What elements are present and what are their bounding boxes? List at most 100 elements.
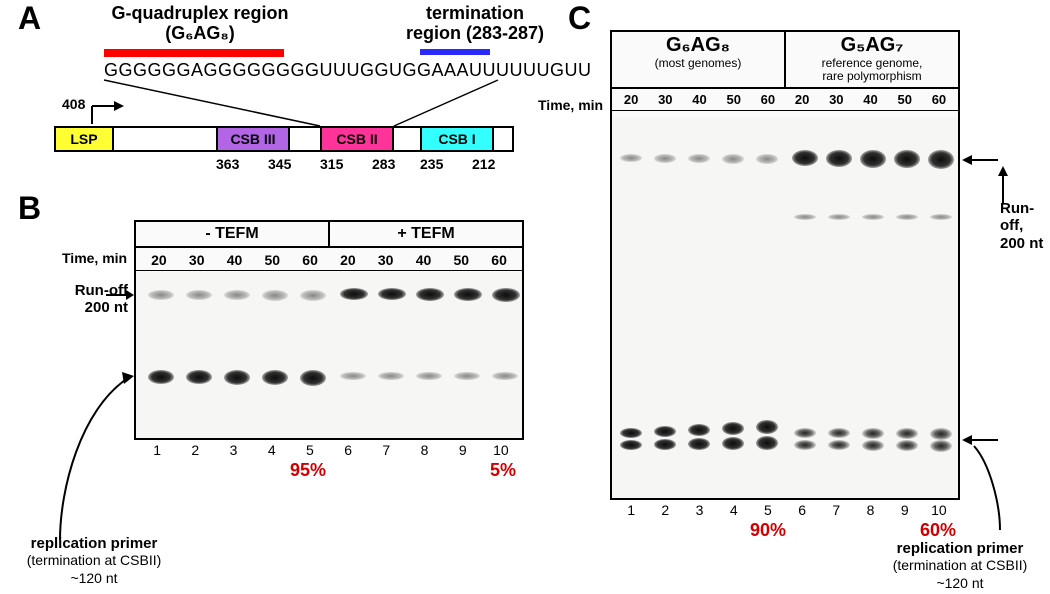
b-l5: 5 xyxy=(291,442,329,458)
csb3-left-coord: 363 xyxy=(216,156,239,172)
c-band xyxy=(756,420,778,434)
c-l5: 5 xyxy=(751,502,785,518)
b-band xyxy=(416,288,444,301)
b-l4: 4 xyxy=(253,442,291,458)
c-band xyxy=(930,440,952,452)
c-band xyxy=(828,214,850,220)
b-band xyxy=(340,288,368,300)
csb1-label: CSB I xyxy=(438,131,475,147)
b-time-label: Time, min xyxy=(62,250,127,266)
csb1-left-coord: 235 xyxy=(420,156,443,172)
c-runoff-l2: 200 nt xyxy=(1000,235,1043,252)
b-band xyxy=(262,370,288,385)
csb2-left-coord: 315 xyxy=(320,156,343,172)
c-time-label: Time, min xyxy=(538,97,603,113)
gel-c-lane-nums: 1 2 3 4 5 6 7 8 9 10 xyxy=(614,502,956,518)
b-band xyxy=(378,288,406,300)
b-l7: 7 xyxy=(367,442,405,458)
b-t3: 40 xyxy=(216,252,254,268)
csb1-box: CSB I xyxy=(420,126,494,152)
b-t5: 60 xyxy=(291,252,329,268)
c-runoff-pointer-icon xyxy=(993,164,1013,208)
b-band xyxy=(492,372,518,380)
gel-c: G₆AG₈ (most genomes) G₅AG₇ reference gen… xyxy=(610,30,960,500)
b-l9: 9 xyxy=(444,442,482,458)
gel-c-header-right: G₅AG₇ reference genome, rare polymorphis… xyxy=(786,32,958,87)
b-band xyxy=(454,288,482,301)
b-band xyxy=(148,370,174,384)
c-band xyxy=(688,438,710,450)
b-t7: 30 xyxy=(367,252,405,268)
c-pct-right: 60% xyxy=(920,520,956,541)
c-primer-l1: replication primer xyxy=(897,540,1024,557)
c-l10: 10 xyxy=(922,502,956,518)
c-band xyxy=(928,150,954,169)
lsp-label: LSP xyxy=(70,131,97,147)
gel-c-lanes xyxy=(612,118,958,498)
arrow-icon xyxy=(106,288,136,302)
panel-c-label: C xyxy=(568,0,591,37)
gel-b-header: - TEFM + TEFM xyxy=(136,222,522,248)
b-t1: 20 xyxy=(140,252,178,268)
c-primer-l3: ~120 nt xyxy=(936,575,983,591)
c-band xyxy=(620,428,642,438)
b-t9: 50 xyxy=(442,252,480,268)
b-band xyxy=(492,288,520,302)
c-band xyxy=(894,150,920,168)
c-t3: 40 xyxy=(682,92,716,107)
c-l2: 2 xyxy=(648,502,682,518)
csb3-right-coord: 345 xyxy=(268,156,291,172)
gel-b-lane-nums: 1 2 3 4 5 6 7 8 9 10 xyxy=(138,442,520,458)
b-l6: 6 xyxy=(329,442,367,458)
c-t9: 50 xyxy=(888,92,922,107)
tss-coord: 408 xyxy=(62,96,85,112)
b-band xyxy=(454,372,480,380)
c-band xyxy=(756,436,778,450)
c-t5: 60 xyxy=(751,92,785,107)
gel-c-times: 20 30 40 50 60 20 30 40 50 60 xyxy=(612,89,958,111)
b-l10: 10 xyxy=(482,442,520,458)
c-band xyxy=(896,214,918,220)
c-band xyxy=(930,214,952,220)
b-band xyxy=(300,290,326,301)
c-right-big: G₅AG₇ xyxy=(841,34,904,56)
c-l4: 4 xyxy=(717,502,751,518)
c-l1: 1 xyxy=(614,502,648,518)
b-primer-l2: (termination at CSBII) xyxy=(27,552,162,568)
c-t10: 60 xyxy=(922,92,956,107)
c-l7: 7 xyxy=(819,502,853,518)
gel-b-header-right: + TEFM xyxy=(330,222,522,246)
csb2-box: CSB II xyxy=(320,126,394,152)
b-t8: 40 xyxy=(405,252,443,268)
c-right-small2: rare polymorphism xyxy=(788,70,956,83)
b-band xyxy=(224,290,250,300)
b-band xyxy=(300,370,326,386)
c-t6: 20 xyxy=(785,92,819,107)
c-l6: 6 xyxy=(785,502,819,518)
c-band xyxy=(828,428,850,438)
c-band xyxy=(688,424,710,436)
c-primer-pointer-icon xyxy=(970,444,1010,534)
b-band xyxy=(340,372,366,380)
c-band xyxy=(794,214,816,220)
csb2-label: CSB II xyxy=(336,131,377,147)
b-primer-pointer-icon xyxy=(20,370,140,550)
b-primer-l1: replication primer xyxy=(31,535,158,552)
b-t2: 30 xyxy=(178,252,216,268)
c-band xyxy=(930,428,952,440)
c-band xyxy=(896,440,918,451)
b-primer-l3: ~120 nt xyxy=(70,570,117,586)
c-t2: 30 xyxy=(648,92,682,107)
c-primer-l2: (termination at CSBII) xyxy=(893,557,1028,573)
c-band xyxy=(792,150,818,166)
c-l9: 9 xyxy=(888,502,922,518)
c-band xyxy=(860,150,886,168)
c-band xyxy=(826,150,852,167)
c-band xyxy=(620,440,642,450)
b-pct-left: 95% xyxy=(290,460,326,481)
b-l2: 2 xyxy=(176,442,214,458)
c-band xyxy=(722,437,744,450)
b-t10: 60 xyxy=(480,252,518,268)
c-band xyxy=(794,440,816,450)
gel-c-header: G₆AG₈ (most genomes) G₅AG₇ reference gen… xyxy=(612,32,958,89)
